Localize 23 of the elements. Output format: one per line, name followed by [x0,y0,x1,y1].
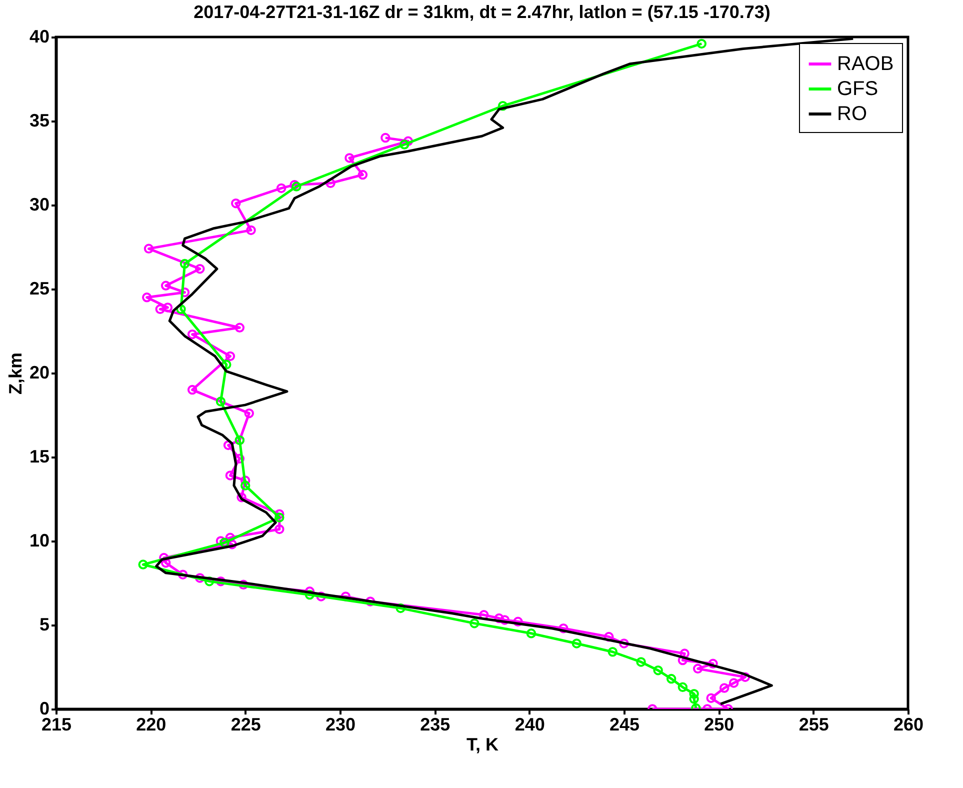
y-tick-label: 15 [29,446,50,466]
legend-label: GFS [837,78,878,100]
legend-label: RAOB [837,53,894,75]
y-tick-label: 25 [29,278,50,298]
y-tick-label: 10 [29,530,50,550]
x-tick-label: 240 [514,714,545,734]
y-tick-label: 35 [29,110,50,130]
x-tick-label: 250 [704,714,734,734]
x-tick-label: 235 [420,714,450,734]
x-tick-label: 220 [136,714,166,734]
legend-label: RO [837,103,867,125]
y-tick-label: 40 [29,26,50,46]
x-tick-label: 255 [798,714,829,734]
y-tick-label: 30 [29,194,50,214]
x-tick-label: 260 [893,714,924,734]
chart-title: 2017-04-27T21-31-16Z dr = 31km, dt = 2.47hr, latlon = (57.15 -170.73) [194,2,770,22]
y-tick-label: 20 [29,362,50,382]
x-tick-label: 225 [230,714,261,734]
x-tick-label: 230 [325,714,356,734]
x-axis-title: T, K [466,734,499,754]
y-axis-title: Z,km [5,352,26,395]
y-tick-label: 5 [39,614,50,634]
x-tick-label: 245 [609,714,640,734]
